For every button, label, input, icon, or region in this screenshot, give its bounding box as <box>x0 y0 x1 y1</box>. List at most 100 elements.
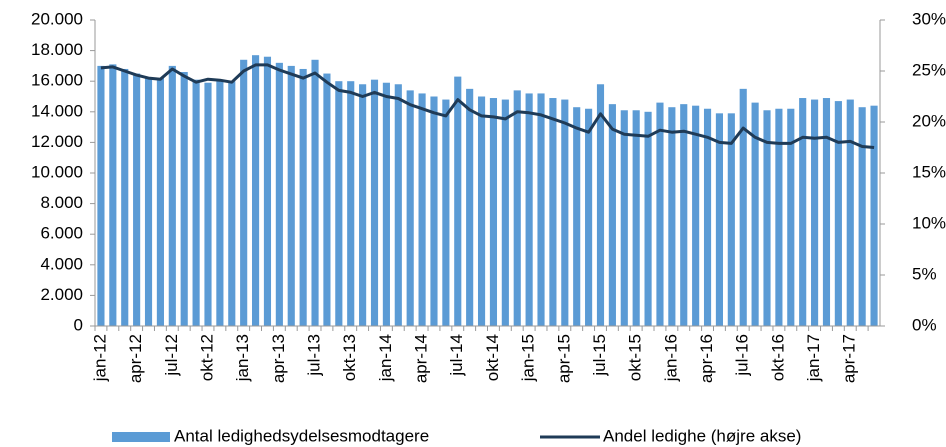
bar <box>656 102 664 327</box>
bar <box>501 99 509 326</box>
y-tick-label: 0 <box>74 315 83 334</box>
y2-tick-label: 20% <box>912 111 946 130</box>
bar <box>323 73 331 326</box>
x-tick-label: apr-12 <box>126 334 145 383</box>
bar <box>477 96 486 326</box>
bar <box>620 110 628 327</box>
bar <box>156 78 164 326</box>
bar <box>608 104 616 327</box>
bar <box>275 62 283 327</box>
bar <box>263 56 272 326</box>
bar <box>763 110 771 327</box>
bar <box>406 90 414 326</box>
x-tick-label: jul-14 <box>447 334 466 377</box>
x-tick-label: jan-14 <box>376 334 395 382</box>
x-tick-label: jan-16 <box>661 334 680 382</box>
bar <box>573 107 581 327</box>
x-tick-label: jan-13 <box>233 334 252 382</box>
x-tick-label: okt-12 <box>197 334 216 381</box>
x-tick-label: apr-17 <box>840 334 859 383</box>
x-tick-label: jan-12 <box>90 334 109 382</box>
x-tick-label: jan-17 <box>804 334 823 382</box>
x-tick-label: apr-14 <box>412 334 431 383</box>
bar <box>418 93 426 326</box>
bar <box>561 99 569 326</box>
bar <box>846 99 854 326</box>
bar <box>644 111 652 326</box>
x-tick-label: apr-16 <box>697 334 716 383</box>
bar <box>204 82 212 326</box>
x-tick-label: okt-13 <box>340 334 359 381</box>
bar <box>668 107 676 327</box>
bar <box>109 64 117 327</box>
x-tick-label: jul-15 <box>590 334 609 377</box>
line <box>100 63 875 149</box>
bar <box>287 65 295 327</box>
x-tick-label: okt-15 <box>626 334 645 381</box>
y-tick-label: 6.000 <box>40 224 83 243</box>
x-tick-label: apr-15 <box>554 334 573 383</box>
y-tick-label: 8.000 <box>40 193 83 212</box>
bar <box>192 79 200 326</box>
bar <box>430 96 438 326</box>
y-tick-label: 16.000 <box>31 71 83 90</box>
bar <box>870 105 878 327</box>
y-tick-label: 20.000 <box>31 9 83 28</box>
y2-tick-label: 30% <box>912 9 946 28</box>
bar <box>216 81 224 326</box>
x-tick-label: jan-15 <box>519 334 538 382</box>
x-tick-label: jul-16 <box>733 334 752 377</box>
y2-tick-label: 25% <box>912 60 946 79</box>
bar <box>703 108 712 327</box>
y-tick-label: 2.000 <box>40 285 83 304</box>
bar <box>133 73 141 326</box>
bar <box>347 81 355 326</box>
bar <box>442 99 450 326</box>
bar <box>454 76 462 326</box>
bar <box>335 81 343 326</box>
bar <box>811 99 819 326</box>
y-tick-label: 4.000 <box>40 254 83 273</box>
y-tick-label: 14.000 <box>31 101 83 120</box>
y-tick-label: 12.000 <box>31 132 83 151</box>
x-tick-label: okt-16 <box>768 334 787 381</box>
bar <box>537 93 545 326</box>
bar <box>739 88 747 326</box>
bar <box>240 59 248 326</box>
bar <box>97 65 105 327</box>
bar <box>168 65 176 327</box>
bar <box>822 98 831 326</box>
legend-label: Andel ledighe (højre akse) <box>603 426 801 445</box>
bar <box>751 102 759 327</box>
legend-swatch <box>112 432 170 442</box>
bar <box>715 113 723 326</box>
x-tick-label: jul-13 <box>305 334 324 377</box>
bar <box>299 68 307 327</box>
bar <box>858 107 866 327</box>
x-tick-label: jul-12 <box>162 334 181 377</box>
bar <box>692 105 700 327</box>
bar <box>466 88 474 326</box>
y-tick-label: 10.000 <box>31 162 83 181</box>
bar <box>549 98 557 326</box>
bar <box>121 68 129 327</box>
bar <box>513 90 521 326</box>
y2-tick-label: 10% <box>912 213 946 232</box>
y2-tick-label: 0% <box>912 315 937 334</box>
bar <box>525 93 533 326</box>
x-tick-label: apr-13 <box>269 334 288 383</box>
bar <box>252 55 260 326</box>
bar <box>359 84 367 326</box>
bar <box>180 72 188 327</box>
bar <box>370 79 379 326</box>
bar <box>596 84 605 326</box>
bar <box>394 84 402 326</box>
y2-tick-label: 5% <box>912 264 937 283</box>
bar <box>680 104 688 327</box>
bar <box>787 108 795 327</box>
bar <box>799 98 807 326</box>
bar <box>585 108 593 327</box>
bar <box>775 108 783 327</box>
